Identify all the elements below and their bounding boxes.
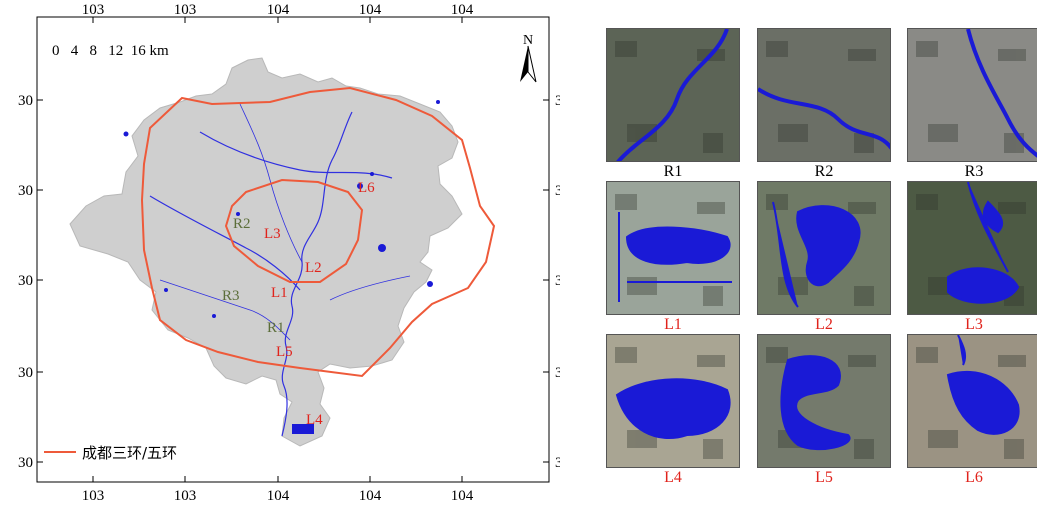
site-label-r3: R3 xyxy=(222,288,240,304)
y-tick-label: 30 xyxy=(18,455,33,471)
x-tick-label: 103 xyxy=(174,488,197,504)
y-tick-label: 30 xyxy=(555,273,560,289)
y-tick-label: 30 xyxy=(18,93,33,109)
y-tick-label: 30 xyxy=(18,365,33,381)
satellite-tile-l4 xyxy=(606,334,740,468)
tile-caption-r1: R1 xyxy=(663,163,683,180)
site-label-l5: L5 xyxy=(276,344,293,360)
y-tick-label: 30 xyxy=(555,183,560,199)
river-network xyxy=(149,103,411,437)
x-tick-labels-bottom: 103 103 104 104 104 xyxy=(82,488,474,504)
satellite-tile-r3 xyxy=(907,28,1037,162)
north-arrow-icon: N xyxy=(520,33,537,83)
legend-label: 成都三环/五环 xyxy=(82,444,177,462)
satellite-tile-l6 xyxy=(907,334,1037,468)
y-tick-label: 30 xyxy=(555,93,560,109)
tile-caption-r2: R2 xyxy=(814,163,834,180)
north-label: N xyxy=(523,33,533,48)
satellite-tile-l3 xyxy=(907,181,1037,315)
map-panel: R2 L3 L6 L2 R3 L1 R1 L5 L4 103 xyxy=(18,2,560,504)
site-label-l1: L1 xyxy=(271,285,288,301)
x-tick-label: 104 xyxy=(451,488,474,504)
x-tick-label: 104 xyxy=(451,2,474,18)
tile-caption-r3: R3 xyxy=(964,163,984,180)
legend: 成都三环/五环 xyxy=(44,444,177,462)
site-label-l4: L4 xyxy=(306,412,323,428)
site-label-r2: R2 xyxy=(233,216,251,232)
tile-caption-l2: L2 xyxy=(815,316,833,333)
y-tick-labels-right: 30 30 30 30 30 xyxy=(555,93,560,471)
water-bodies xyxy=(123,100,440,434)
satellite-tile-l2 xyxy=(757,181,891,315)
x-tick-label: 103 xyxy=(82,2,105,18)
site-labels: R2 L3 L6 L2 R3 L1 R1 L5 L4 xyxy=(222,180,375,428)
y-tick-labels-left: 30 30 30 30 30 xyxy=(18,93,33,471)
x-tick-label: 103 xyxy=(82,488,105,504)
tile-caption-l6: L6 xyxy=(965,469,983,486)
site-label-l6: L6 xyxy=(358,180,375,196)
site-label-l2: L2 xyxy=(305,260,322,276)
y-tick-label: 30 xyxy=(18,183,33,199)
satellite-tile-l5 xyxy=(757,334,891,468)
city-boundary-polygon xyxy=(69,57,463,447)
fifth-ring-road xyxy=(140,86,496,378)
y-tick-label: 30 xyxy=(555,455,560,471)
site-label-r1: R1 xyxy=(267,320,285,336)
x-tick-label: 104 xyxy=(359,2,382,18)
satellite-tile-l1 xyxy=(606,181,740,315)
study-area-map: R2 L3 L6 L2 R3 L1 R1 L5 L4 103 xyxy=(18,2,560,504)
scale-bar-label: 0 4 8 12 16 km xyxy=(52,43,169,59)
third-ring-road xyxy=(224,178,364,283)
x-tick-label: 103 xyxy=(174,2,197,18)
tile-caption-l3: L3 xyxy=(965,316,983,333)
x-tick-labels-top: 103 103 104 104 104 xyxy=(82,2,474,18)
y-tick-label: 30 xyxy=(555,365,560,381)
axis-ticks xyxy=(37,17,549,482)
satellite-tile-r1 xyxy=(606,28,740,162)
tile-caption-l5: L5 xyxy=(815,469,833,486)
x-tick-label: 104 xyxy=(267,488,290,504)
x-tick-label: 104 xyxy=(267,2,290,18)
tile-caption-l4: L4 xyxy=(664,469,682,486)
y-tick-label: 30 xyxy=(18,273,33,289)
site-label-l3: L3 xyxy=(264,226,281,242)
x-tick-label: 104 xyxy=(359,488,382,504)
tile-caption-l1: L1 xyxy=(664,316,682,333)
satellite-tile-r2 xyxy=(757,28,891,162)
